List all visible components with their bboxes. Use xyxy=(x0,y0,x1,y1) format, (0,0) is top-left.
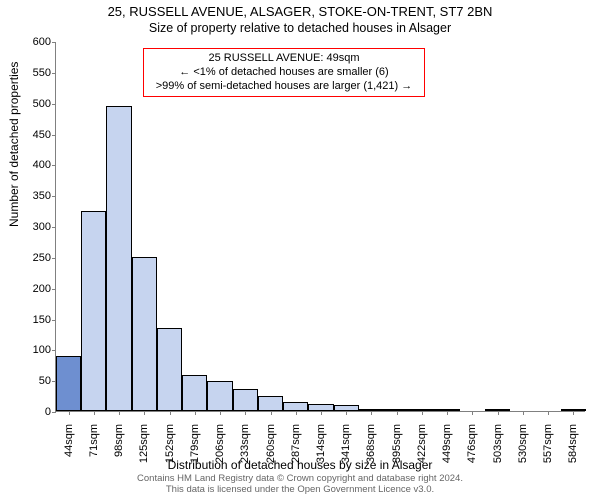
xtick-mark xyxy=(296,411,297,415)
attribution-footer: Contains HM Land Registry data © Crown c… xyxy=(0,474,600,496)
annot-line-3: >99% of semi-detached houses are larger … xyxy=(150,80,418,94)
xtick-mark xyxy=(447,411,448,415)
xtick-mark xyxy=(371,411,372,415)
bar xyxy=(182,375,207,411)
bar xyxy=(56,356,81,412)
xtick-mark xyxy=(397,411,398,415)
xtick-mark xyxy=(523,411,524,415)
ytick-mark xyxy=(52,258,56,259)
xtick-mark xyxy=(548,411,549,415)
xtick-mark xyxy=(321,411,322,415)
ytick-label: 350 xyxy=(19,190,51,202)
ytick-mark xyxy=(52,42,56,43)
xtick-mark xyxy=(220,411,221,415)
bar xyxy=(308,404,333,411)
ytick-label: 150 xyxy=(19,314,51,326)
bar xyxy=(258,396,283,411)
bar xyxy=(283,402,308,411)
annot-line-2: ← <1% of detached houses are smaller (6) xyxy=(150,66,418,80)
plot-area-wrap: 05010015020025030035040045050055060044sq… xyxy=(55,42,585,412)
ytick-mark xyxy=(52,289,56,290)
ytick-mark xyxy=(52,320,56,321)
ytick-label: 250 xyxy=(19,252,51,264)
xtick-mark xyxy=(119,411,120,415)
xtick-mark xyxy=(271,411,272,415)
chart-subtitle: Size of property relative to detached ho… xyxy=(0,21,600,35)
plot-area: 05010015020025030035040045050055060044sq… xyxy=(55,42,585,412)
xtick-mark xyxy=(245,411,246,415)
ytick-mark xyxy=(52,165,56,166)
ytick-mark xyxy=(52,104,56,105)
xtick-mark xyxy=(422,411,423,415)
bar xyxy=(132,257,157,411)
xtick-mark xyxy=(170,411,171,415)
bar xyxy=(207,381,232,411)
ytick-label: 600 xyxy=(19,36,51,48)
footer-text: Contains HM Land Registry data © Crown c… xyxy=(137,473,463,495)
chart-title: 25, RUSSELL AVENUE, ALSAGER, STOKE-ON-TR… xyxy=(0,4,600,19)
xtick-mark xyxy=(144,411,145,415)
ytick-label: 300 xyxy=(19,221,51,233)
xtick-mark xyxy=(195,411,196,415)
ytick-mark xyxy=(52,412,56,413)
ytick-label: 0 xyxy=(19,406,51,418)
ytick-mark xyxy=(52,196,56,197)
x-axis-label: Distribution of detached houses by size … xyxy=(0,458,600,472)
xtick-mark xyxy=(498,411,499,415)
ytick-label: 200 xyxy=(19,283,51,295)
xtick-mark xyxy=(573,411,574,415)
chart-root: 25, RUSSELL AVENUE, ALSAGER, STOKE-ON-TR… xyxy=(0,0,600,500)
ytick-mark xyxy=(52,135,56,136)
annot-line-1: 25 RUSSELL AVENUE: 49sqm xyxy=(150,52,418,66)
ytick-mark xyxy=(52,381,56,382)
bar xyxy=(81,211,106,411)
ytick-mark xyxy=(52,350,56,351)
xtick-mark xyxy=(94,411,95,415)
ytick-label: 50 xyxy=(19,375,51,387)
annotation-box: 25 RUSSELL AVENUE: 49sqm ← <1% of detach… xyxy=(143,48,425,97)
xtick-mark xyxy=(346,411,347,415)
ytick-label: 500 xyxy=(19,98,51,110)
ytick-label: 400 xyxy=(19,159,51,171)
ytick-label: 450 xyxy=(19,129,51,141)
xtick-mark xyxy=(69,411,70,415)
ytick-label: 100 xyxy=(19,344,51,356)
bar xyxy=(106,106,131,411)
y-axis-label: Number of detached properties xyxy=(7,62,21,227)
ytick-mark xyxy=(52,73,56,74)
xtick-mark xyxy=(472,411,473,415)
bar xyxy=(233,389,258,411)
bar xyxy=(157,328,182,411)
ytick-label: 550 xyxy=(19,67,51,79)
ytick-mark xyxy=(52,227,56,228)
